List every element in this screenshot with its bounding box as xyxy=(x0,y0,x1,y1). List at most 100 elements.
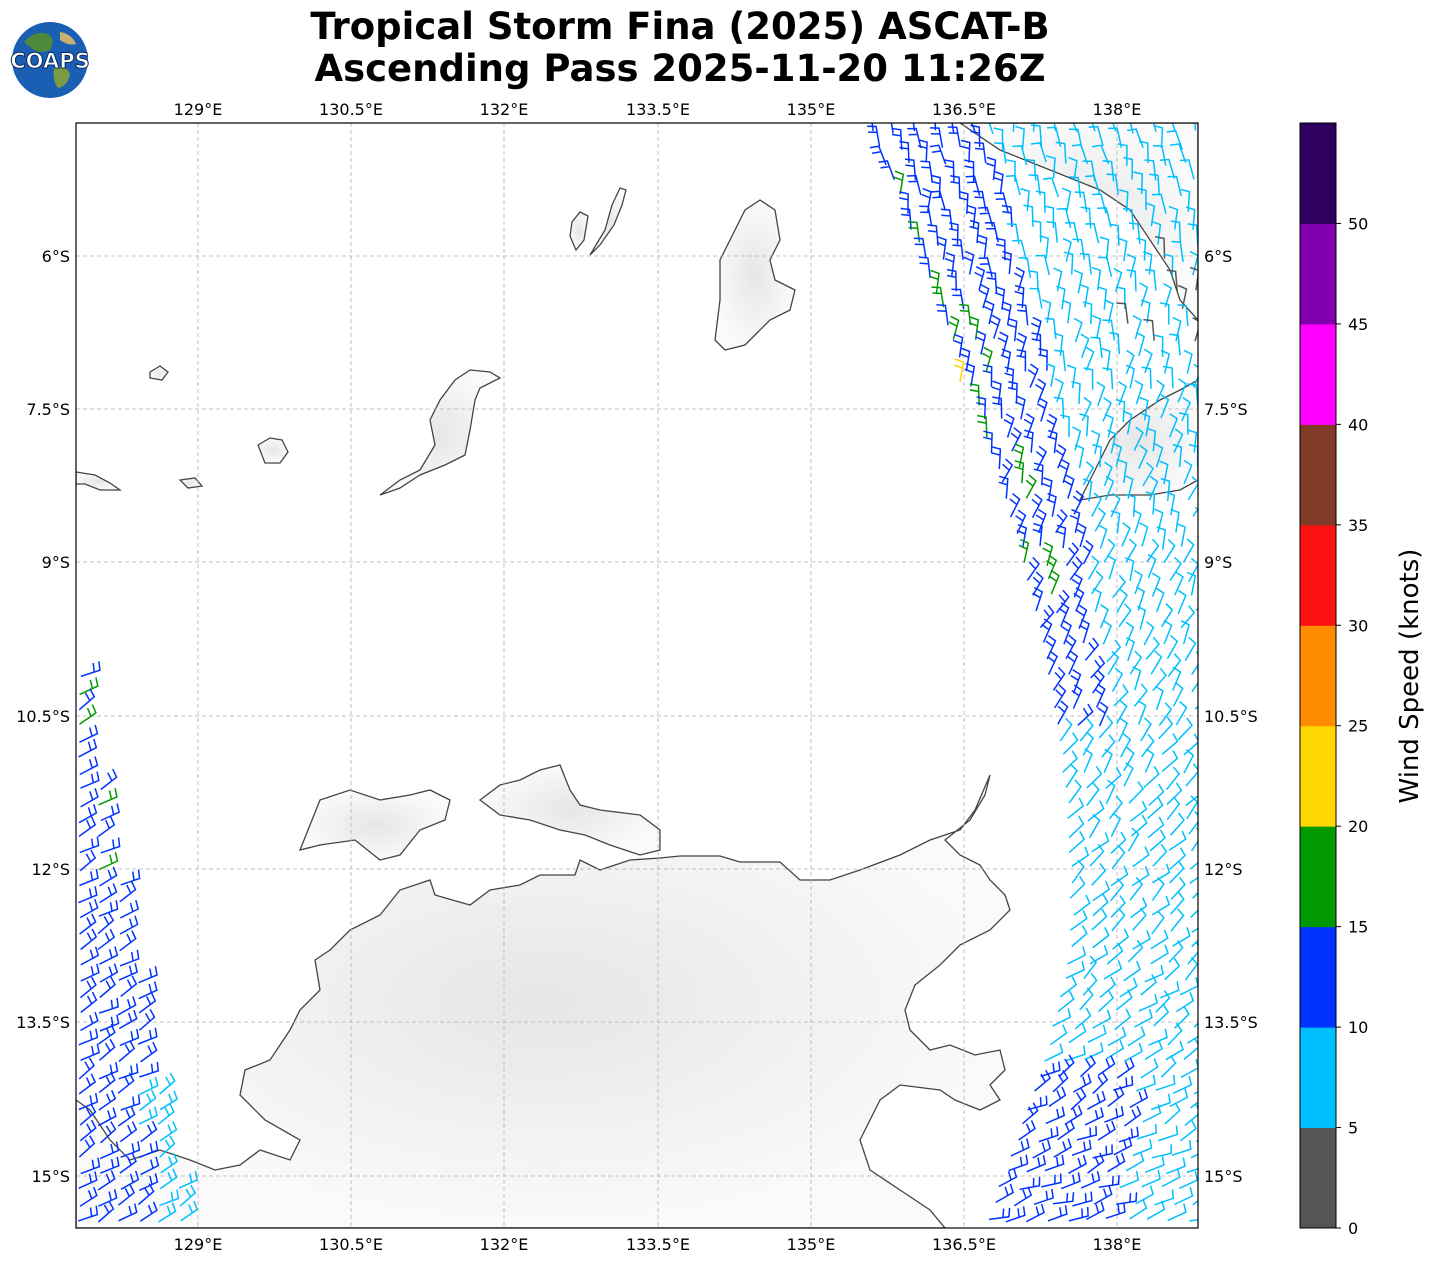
wind-barb xyxy=(993,170,1004,195)
wind-barb xyxy=(1001,250,1013,275)
wind-barb xyxy=(920,160,934,182)
wind-barb xyxy=(99,976,116,999)
wind-barb xyxy=(99,946,119,965)
wind-barb xyxy=(1139,522,1149,547)
wind-barb xyxy=(1012,239,1028,260)
colorbar-segment xyxy=(1300,725,1336,827)
wind-barb xyxy=(1170,908,1185,932)
wind-barb xyxy=(1102,620,1113,645)
wind-barb xyxy=(1121,522,1131,547)
wind-barb xyxy=(1136,605,1147,630)
wind-barb xyxy=(1125,364,1136,389)
wind-barb xyxy=(1076,1125,1098,1141)
wind-barb xyxy=(159,1189,180,1207)
wind-barb xyxy=(1033,462,1044,486)
wind-barb xyxy=(1128,781,1144,804)
wind-barb xyxy=(1105,779,1116,805)
wind-barb xyxy=(1055,141,1067,164)
wind-barb xyxy=(1041,1173,1062,1188)
wind-barb xyxy=(1093,1185,1113,1205)
wind-barb xyxy=(1134,1008,1153,1028)
wind-barb xyxy=(1079,987,1094,1011)
wind-barb xyxy=(1169,891,1185,915)
wind-barb xyxy=(1147,816,1165,839)
wind-barb xyxy=(1032,522,1043,547)
lon-labels-top: 129°E 130.5°E 132°E 133.5°E 135°E 136.5°… xyxy=(174,100,1142,119)
wind-barb xyxy=(1055,524,1067,549)
wind-barb xyxy=(994,286,1006,310)
wind-barb xyxy=(1014,266,1025,292)
wind-barb xyxy=(159,1168,178,1190)
wind-barb xyxy=(1082,160,1096,182)
wind-barb xyxy=(1087,1024,1107,1043)
wind-barb xyxy=(79,836,100,854)
wind-barb xyxy=(1172,666,1182,691)
wind-barb xyxy=(1182,538,1195,563)
wind-barb xyxy=(930,190,947,211)
lon-tick-label: 135°E xyxy=(787,1235,836,1254)
lat-tick-label: 13.5°S xyxy=(16,1013,70,1032)
wind-barb xyxy=(1040,1061,1061,1078)
wind-barb xyxy=(1091,123,1096,132)
wind-barb xyxy=(120,1141,141,1158)
wind-barb xyxy=(1183,749,1195,774)
wind-barb xyxy=(1057,990,1075,1013)
wind-barb xyxy=(1052,666,1066,691)
wind-barb xyxy=(1096,381,1106,406)
wind-barb xyxy=(1082,478,1093,502)
wind-barb xyxy=(1170,220,1182,243)
wind-barb xyxy=(1180,620,1190,645)
wind-barb xyxy=(140,1041,158,1063)
wind-barb xyxy=(1029,287,1043,309)
wind-barb xyxy=(1106,639,1122,663)
wind-barb xyxy=(1115,286,1126,309)
wind-barb xyxy=(138,981,158,1000)
wind-barb xyxy=(140,1120,158,1143)
lon-tick-label: 129°E xyxy=(174,100,223,119)
wind-barb xyxy=(137,1027,158,1045)
wind-barb xyxy=(899,140,910,163)
wind-barb xyxy=(1092,926,1110,949)
wind-barb xyxy=(1013,1186,1033,1207)
lat-tick-label: 15°S xyxy=(31,1167,70,1186)
wind-barb xyxy=(1159,158,1176,179)
wind-barb xyxy=(1027,363,1039,388)
wind-barb xyxy=(1199,992,1216,1011)
wind-barb xyxy=(1131,866,1150,887)
wind-barb xyxy=(1060,620,1072,645)
wind-barb xyxy=(1129,877,1144,901)
lat-tick-label: 7.5°S xyxy=(1204,400,1248,419)
wind-barb xyxy=(158,1202,177,1223)
wind-barb xyxy=(934,123,937,131)
wind-barb xyxy=(1113,1075,1134,1091)
colorbar-segment xyxy=(1300,424,1336,526)
wind-barb xyxy=(1159,460,1169,485)
wind-barb xyxy=(1140,1058,1159,1079)
wind-barb xyxy=(1186,1167,1198,1174)
wind-barb xyxy=(100,1121,117,1144)
wind-barb xyxy=(1006,223,1020,245)
wind-barb xyxy=(1048,1086,1067,1108)
wind-barb xyxy=(1092,587,1102,613)
wind-barb xyxy=(983,430,993,454)
wind-barb xyxy=(1092,1071,1109,1095)
wind-barb xyxy=(1144,748,1155,773)
wind-barb xyxy=(1107,650,1120,675)
wind-barb xyxy=(1038,1126,1059,1143)
wind-barb xyxy=(1005,1206,1026,1223)
colorbar xyxy=(1300,123,1336,1229)
wind-barb xyxy=(1143,348,1153,374)
wind-barb xyxy=(1010,427,1022,452)
wind-barb xyxy=(1010,1138,1030,1157)
wind-barb xyxy=(1167,653,1182,677)
logo-text: COAPS xyxy=(10,49,89,73)
wind-barb xyxy=(120,1094,141,1111)
wind-barb xyxy=(1132,666,1142,691)
wind-barb xyxy=(1085,1201,1105,1221)
wind-barb xyxy=(1169,556,1182,581)
wind-barb xyxy=(1115,398,1126,423)
wind-barb xyxy=(1045,1106,1066,1125)
wind-barb xyxy=(1119,977,1138,998)
wind-barb xyxy=(1089,813,1101,839)
wind-barb xyxy=(1163,619,1173,645)
